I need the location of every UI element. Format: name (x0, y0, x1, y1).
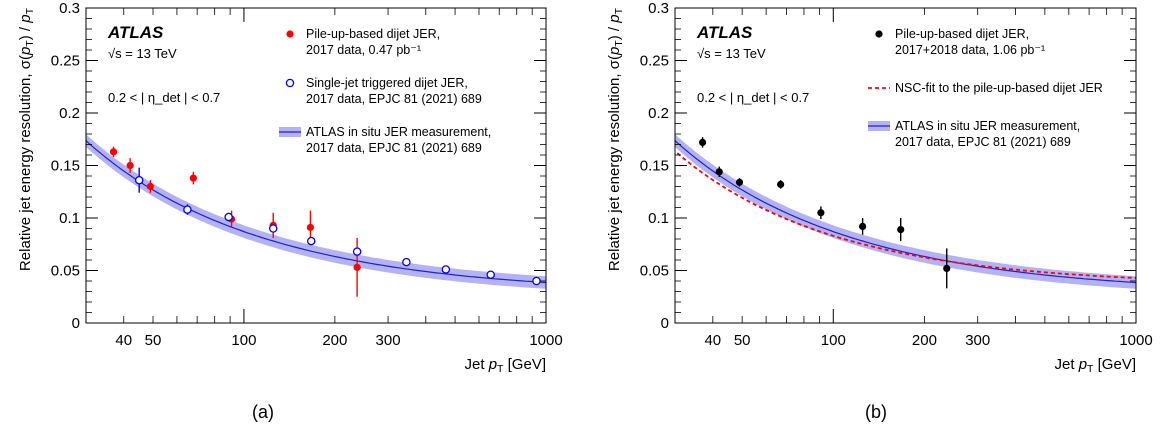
legend-label: Pile-up-based dijet JER, (306, 27, 440, 41)
legend-marker (285, 78, 295, 88)
x-tick-label: 100 (821, 332, 846, 349)
x-axis-label: Jet pT [GeV] (465, 356, 546, 375)
x-tick-label: 50 (145, 332, 162, 349)
y-tick-label: 0.05 (640, 263, 669, 280)
legend-entry: Pile-up-based dijet JER, 2017 data, 0.47 … (286, 27, 440, 57)
data-point (532, 276, 541, 286)
legend-marker (875, 30, 883, 38)
data-point (897, 225, 905, 234)
data-point (486, 270, 495, 279)
y-tick-label: 0.25 (640, 53, 669, 70)
data-point (735, 178, 744, 186)
y-tick-label: 0.1 (648, 210, 669, 227)
legend-entry: NSC-fit to the pile-up-based dijet JER (868, 81, 1103, 95)
data-point (126, 161, 134, 170)
x-tick-label: 50 (734, 332, 751, 349)
y-tick-label: 0.3 (59, 0, 80, 17)
data-point (306, 223, 315, 232)
legend-entry: ATLAS in situ JER measurement, 2017 data,… (868, 119, 1080, 149)
x-tick-label: 100 (231, 332, 256, 349)
legend: Pile-up-based dijet JER, 2017 data, 0.47 … (279, 27, 491, 155)
legend-label: ATLAS in situ JER measurement, (895, 119, 1080, 133)
data-point (146, 182, 154, 191)
x-tick-label: 200 (912, 332, 937, 349)
eta-range-label: 0.2 < | η_det | < 0.7 (697, 90, 809, 105)
y-tick-label: 0.2 (648, 105, 669, 122)
legend-label: Single-jet triggered dijet JER, (306, 76, 468, 90)
y-tick-label: 0.25 (51, 53, 80, 70)
y-axis-label: Relative jet energy resolution, σ(pT) / … (606, 7, 625, 271)
data-point (859, 222, 867, 230)
y-axis-label: Relative jet energy resolution, σ(pT) / … (17, 7, 36, 271)
data-point (134, 175, 144, 185)
legend: Pile-up-based dijet JER, 2017+2018 data, … (868, 27, 1103, 149)
y-tick-label: 0.3 (648, 0, 669, 17)
data-point (777, 180, 785, 188)
jer-band (675, 134, 1136, 289)
data-point (189, 174, 197, 182)
x-tick-label: 1000 (1119, 332, 1152, 349)
x-tick-label: 200 (322, 332, 347, 349)
nsc-fit-line (675, 149, 1136, 279)
jer-band-central-line (86, 139, 546, 284)
legend-label: NSC-fit to the pile-up-based dijet JER (895, 81, 1103, 95)
y-tick-label: 0.2 (59, 105, 80, 122)
atlas-label: ATLAS (107, 23, 164, 42)
y-tick-label: 0.1 (59, 210, 80, 227)
data-point (698, 138, 707, 146)
data-point (268, 224, 278, 233)
y-tick-label: 0.15 (640, 158, 669, 175)
legend-label: 2017 data, EPJC 81 (2021) 689 (895, 135, 1071, 149)
data-point (402, 257, 411, 267)
legend-label: 2017+2018 data, 1.06 pb⁻¹ (895, 43, 1045, 57)
data-point (817, 209, 825, 217)
legend-label: 2017 data, EPJC 81 (2021) 689 (306, 141, 482, 155)
plot-area (675, 134, 1136, 289)
data-point (943, 264, 951, 272)
jer-band (86, 134, 546, 289)
legend-entry: ATLAS in situ JER measurement, 2017 data,… (279, 125, 491, 155)
data-point (353, 263, 361, 271)
atlas-label: ATLAS (696, 23, 753, 42)
data-point (306, 236, 316, 246)
x-tick-label: 40 (115, 332, 132, 349)
energy-label: √s = 13 TeV (697, 46, 766, 61)
data-point (224, 212, 233, 222)
eta-range-label: 0.2 < | η_det | < 0.7 (108, 90, 220, 105)
data-point (183, 205, 192, 214)
y-tick-label: 0 (661, 315, 669, 332)
jer-band-central-line (675, 139, 1136, 284)
data-point (715, 168, 723, 176)
legend-label: Pile-up-based dijet JER, (895, 27, 1029, 41)
x-tick-label: 40 (704, 332, 721, 349)
legend-marker (286, 30, 294, 38)
legend-entry: Single-jet triggered dijet JER, 2017 data… (285, 76, 482, 106)
panel-caption: (a) (252, 402, 274, 422)
plot-area (86, 134, 546, 297)
data-point (109, 148, 118, 156)
panel-caption: (b) (865, 402, 887, 422)
data-point (352, 247, 362, 256)
x-axis-label: Jet pT [GeV] (1055, 356, 1136, 375)
legend-label: ATLAS in situ JER measurement, (306, 125, 491, 139)
data-point (441, 265, 451, 274)
y-tick-label: 0.15 (51, 158, 80, 175)
x-tick-label: 300 (376, 332, 401, 349)
legend-label: 2017 data, EPJC 81 (2021) 689 (306, 92, 482, 106)
chart-panel-a: 0 0.05 0.1 0.15 0.2 0.25 0.3 40 50 100 200 300 1000 J… (17, 0, 563, 422)
legend-entry: Pile-up-based dijet JER, 2017+2018 data, … (875, 27, 1045, 57)
y-tick-label: 0.05 (51, 263, 80, 280)
energy-label: √s = 13 TeV (108, 46, 177, 61)
x-tick-label: 1000 (529, 332, 562, 349)
legend-label: 2017 data, 0.47 pb⁻¹ (306, 43, 421, 57)
y-tick-label: 0 (72, 315, 80, 332)
x-tick-label: 300 (965, 332, 990, 349)
chart-panel-b: 0 0.05 0.1 0.15 0.2 0.25 0.3 40 50 100 200 300 1000 J… (606, 0, 1153, 422)
